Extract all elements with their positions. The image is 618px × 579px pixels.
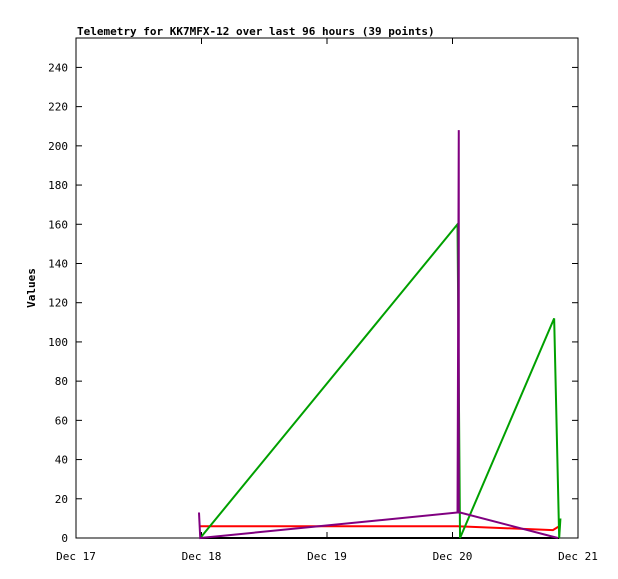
x-tick-label: Dec 21 (558, 550, 598, 563)
y-tick-label: 140 (48, 257, 68, 270)
y-tick-label: 240 (48, 61, 68, 74)
y-tick-label: 220 (48, 101, 68, 114)
y-tick-label: 100 (48, 336, 68, 349)
series-line (197, 130, 559, 540)
y-tick-label: 80 (55, 375, 68, 388)
y-tick-label: 160 (48, 218, 68, 231)
y-tick-label: 180 (48, 179, 68, 192)
y-tick-label: 40 (55, 454, 68, 467)
x-tick-label: Dec 20 (433, 550, 473, 563)
y-axis-label: Values (25, 268, 38, 308)
y-tick-label: 20 (55, 493, 68, 506)
x-tick-label: Dec 19 (307, 550, 347, 563)
x-tick-label: Dec 18 (182, 550, 222, 563)
series-line (199, 221, 562, 539)
y-tick-label: 200 (48, 140, 68, 153)
y-tick-label: 0 (61, 532, 68, 545)
y-tick-label: 120 (48, 297, 68, 310)
x-tick-label: Dec 17 (56, 550, 96, 563)
chart-title: Telemetry for KK7MFX-12 over last 96 hou… (77, 25, 435, 38)
y-tick-label: 60 (55, 414, 68, 427)
